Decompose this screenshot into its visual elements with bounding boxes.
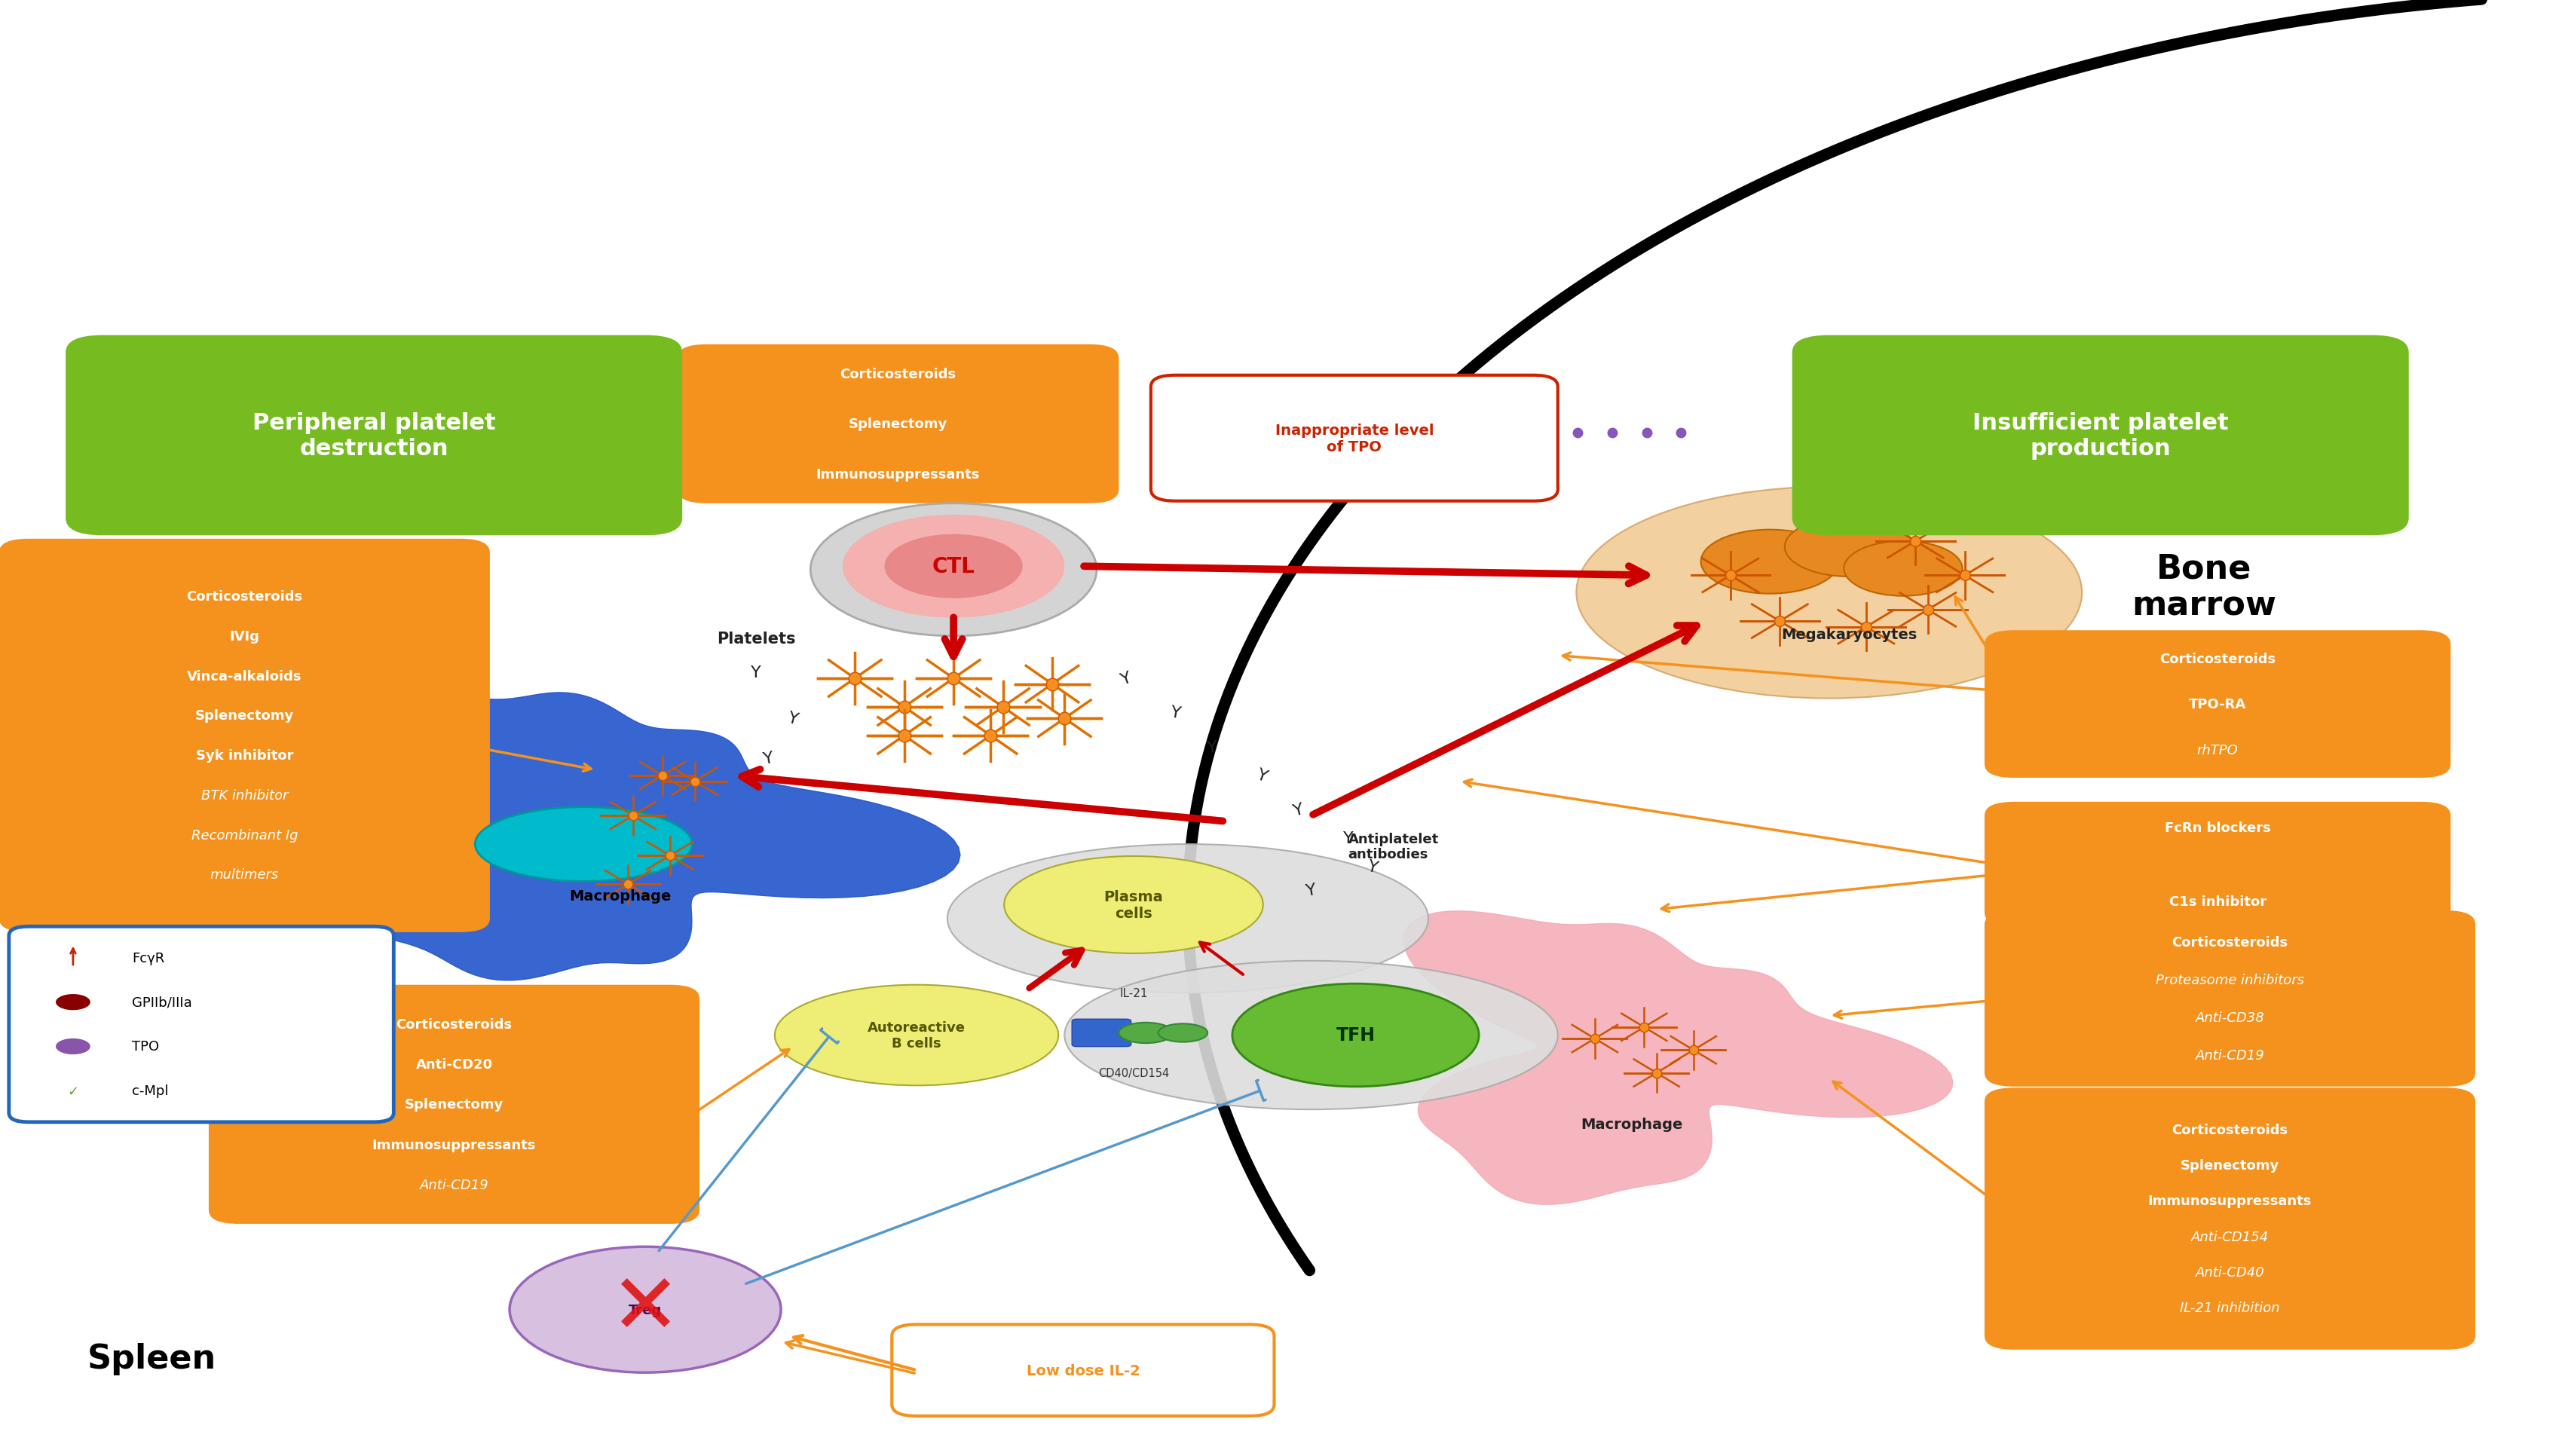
Text: Y: Y xyxy=(1365,859,1381,877)
Text: Y: Y xyxy=(1118,670,1134,687)
Text: TPO: TPO xyxy=(131,1040,159,1053)
Text: Y: Y xyxy=(1303,882,1316,898)
Ellipse shape xyxy=(1064,961,1558,1109)
Text: Corticosteroids: Corticosteroids xyxy=(841,367,956,381)
Text: Immunosuppressants: Immunosuppressants xyxy=(373,1139,535,1152)
Text: Syk inhibitor: Syk inhibitor xyxy=(195,748,293,763)
Text: IL-21: IL-21 xyxy=(1118,987,1147,999)
Text: Insufficient platelet
production: Insufficient platelet production xyxy=(1972,412,2229,459)
Text: Recombinant Ig: Recombinant Ig xyxy=(190,828,298,842)
Text: TPO-RA: TPO-RA xyxy=(2188,697,2247,711)
Ellipse shape xyxy=(476,807,692,881)
Text: Splenectomy: Splenectomy xyxy=(848,418,949,431)
Text: Y: Y xyxy=(761,750,774,767)
FancyBboxPatch shape xyxy=(1792,336,2409,536)
Text: FcγR: FcγR xyxy=(131,951,165,965)
Text: Peripheral platelet
destruction: Peripheral platelet destruction xyxy=(252,412,496,459)
Text: c-Mpl: c-Mpl xyxy=(131,1085,170,1098)
Text: CD40/CD154: CD40/CD154 xyxy=(1098,1067,1170,1079)
Circle shape xyxy=(810,504,1098,636)
Circle shape xyxy=(57,994,90,1010)
Text: Corticosteroids: Corticosteroids xyxy=(185,590,303,604)
Text: Y: Y xyxy=(1206,740,1219,756)
Text: Bone
marrow: Bone marrow xyxy=(2131,552,2275,622)
Polygon shape xyxy=(1404,911,1954,1204)
Text: C1s inhibitor: C1s inhibitor xyxy=(2170,894,2265,909)
Text: Inappropriate level
of TPO: Inappropriate level of TPO xyxy=(1275,424,1435,454)
Text: Corticosteroids: Corticosteroids xyxy=(2172,935,2288,949)
Text: Anti-CD20: Anti-CD20 xyxy=(417,1057,494,1072)
Ellipse shape xyxy=(1160,1024,1208,1042)
Text: Autoreactive
B cells: Autoreactive B cells xyxy=(866,1021,967,1050)
FancyBboxPatch shape xyxy=(1985,1088,2476,1350)
Text: CTL: CTL xyxy=(933,556,974,577)
Text: Splenectomy: Splenectomy xyxy=(2180,1159,2280,1172)
Ellipse shape xyxy=(774,986,1059,1086)
Ellipse shape xyxy=(1005,856,1262,954)
Text: rhTPO: rhTPO xyxy=(2198,743,2239,757)
Text: Vinca-alkaloids: Vinca-alkaloids xyxy=(188,670,301,683)
Text: Macrophage: Macrophage xyxy=(1581,1117,1684,1131)
Text: Y: Y xyxy=(1291,801,1306,818)
Ellipse shape xyxy=(1576,488,2083,699)
FancyBboxPatch shape xyxy=(1985,630,2450,778)
Polygon shape xyxy=(316,686,959,980)
Text: Y: Y xyxy=(1170,705,1183,721)
Text: Immunosuppressants: Immunosuppressants xyxy=(815,467,980,480)
Text: Y: Y xyxy=(1255,767,1270,785)
FancyBboxPatch shape xyxy=(67,336,681,536)
Circle shape xyxy=(509,1246,782,1373)
Circle shape xyxy=(1843,542,1962,597)
Text: Anti-CD38: Anti-CD38 xyxy=(2196,1010,2265,1025)
Circle shape xyxy=(57,1038,90,1054)
Text: Platelets: Platelets xyxy=(717,630,794,646)
Text: TFH: TFH xyxy=(1337,1026,1375,1044)
Circle shape xyxy=(1784,517,1913,577)
Text: Splenectomy: Splenectomy xyxy=(195,709,293,722)
Text: ✕: ✕ xyxy=(609,1270,681,1350)
Text: Antiplatelet
antibodies: Antiplatelet antibodies xyxy=(1347,831,1440,862)
Text: FcRn blockers: FcRn blockers xyxy=(2165,821,2270,834)
Text: Treg: Treg xyxy=(627,1303,661,1316)
Text: Anti-CD19: Anti-CD19 xyxy=(2196,1048,2265,1061)
FancyBboxPatch shape xyxy=(208,986,699,1224)
Text: Y: Y xyxy=(1342,831,1352,846)
FancyBboxPatch shape xyxy=(8,926,393,1123)
Text: Plasma
cells: Plasma cells xyxy=(1103,890,1162,920)
Text: Corticosteroids: Corticosteroids xyxy=(2172,1123,2288,1137)
Ellipse shape xyxy=(1118,1022,1172,1044)
FancyBboxPatch shape xyxy=(892,1325,1275,1417)
FancyBboxPatch shape xyxy=(1072,1019,1131,1047)
Text: Y: Y xyxy=(787,711,800,727)
Text: Anti-CD19: Anti-CD19 xyxy=(419,1178,488,1191)
Text: Megakaryocytes: Megakaryocytes xyxy=(1782,628,1918,642)
Text: IL-21 inhibition: IL-21 inhibition xyxy=(2180,1302,2280,1315)
Text: Y: Y xyxy=(751,665,761,680)
Text: ✓: ✓ xyxy=(67,1085,80,1098)
FancyBboxPatch shape xyxy=(1152,376,1558,501)
Circle shape xyxy=(1702,530,1838,594)
FancyBboxPatch shape xyxy=(0,539,491,932)
FancyBboxPatch shape xyxy=(676,345,1118,504)
Text: Corticosteroids: Corticosteroids xyxy=(2160,652,2275,665)
Text: Proteasome inhibitors: Proteasome inhibitors xyxy=(2154,973,2304,987)
Text: Corticosteroids: Corticosteroids xyxy=(396,1018,512,1031)
Text: Spleen: Spleen xyxy=(87,1342,216,1374)
Text: IVIg: IVIg xyxy=(229,630,260,644)
Text: Macrophage: Macrophage xyxy=(571,888,671,903)
Ellipse shape xyxy=(1232,984,1478,1086)
Text: Low dose IL-2: Low dose IL-2 xyxy=(1026,1363,1139,1377)
Text: Immunosuppressants: Immunosuppressants xyxy=(2147,1194,2311,1208)
Text: BTK inhibitor: BTK inhibitor xyxy=(201,789,288,802)
Text: GPIIb/IIIa: GPIIb/IIIa xyxy=(131,996,193,1009)
FancyBboxPatch shape xyxy=(1985,910,2476,1086)
FancyBboxPatch shape xyxy=(1985,802,2450,926)
Text: Splenectomy: Splenectomy xyxy=(404,1098,504,1111)
Circle shape xyxy=(843,515,1064,617)
Text: multimers: multimers xyxy=(211,868,278,881)
Text: Anti-CD154: Anti-CD154 xyxy=(2190,1230,2268,1243)
Ellipse shape xyxy=(946,844,1429,993)
Circle shape xyxy=(884,534,1023,598)
Text: Anti-CD40: Anti-CD40 xyxy=(2196,1265,2265,1278)
